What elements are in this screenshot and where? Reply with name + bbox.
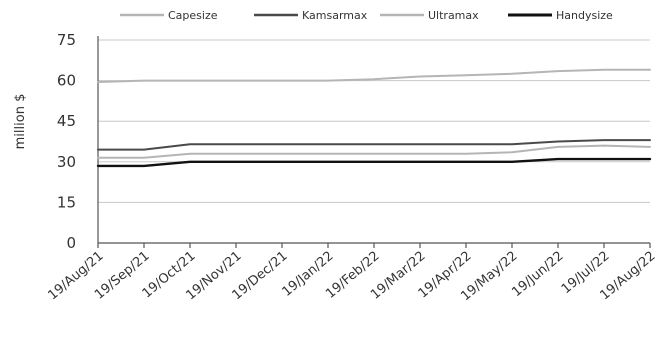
- y-tick-label: 30: [57, 153, 76, 171]
- x-tick-label: 19/Jun/22: [509, 249, 566, 300]
- y-tick-label: 45: [57, 112, 76, 130]
- series-line-capesize: [97, 68, 651, 83]
- series-line-kamsarmax: [97, 139, 651, 151]
- y-tick-label: 75: [57, 31, 76, 49]
- y-tick-label: 60: [57, 72, 76, 90]
- legend-label: Handysize: [556, 9, 613, 22]
- x-axis-ticks: 19/Aug/2119/Sep/2119/Oct/2119/Nov/2119/D…: [45, 243, 659, 304]
- series-line-ultramax: [97, 144, 651, 159]
- y-tick-label: 0: [66, 234, 76, 252]
- legend-label: Ultramax: [428, 9, 479, 22]
- axes: [97, 36, 650, 244]
- legend: Capesize Kamsarmax Ultramax Handysize: [120, 9, 613, 22]
- legend-label: Kamsarmax: [302, 9, 368, 22]
- y-tick-label: 15: [57, 193, 76, 211]
- series-lines: [96, 68, 652, 168]
- y-axis-label: million $: [13, 94, 28, 150]
- gridlines: [98, 39, 650, 203]
- legend-label: Capesize: [168, 9, 218, 22]
- series-line-handysize: [96, 157, 652, 168]
- y-axis-ticks: 0 15 30 45 60 75: [57, 31, 76, 252]
